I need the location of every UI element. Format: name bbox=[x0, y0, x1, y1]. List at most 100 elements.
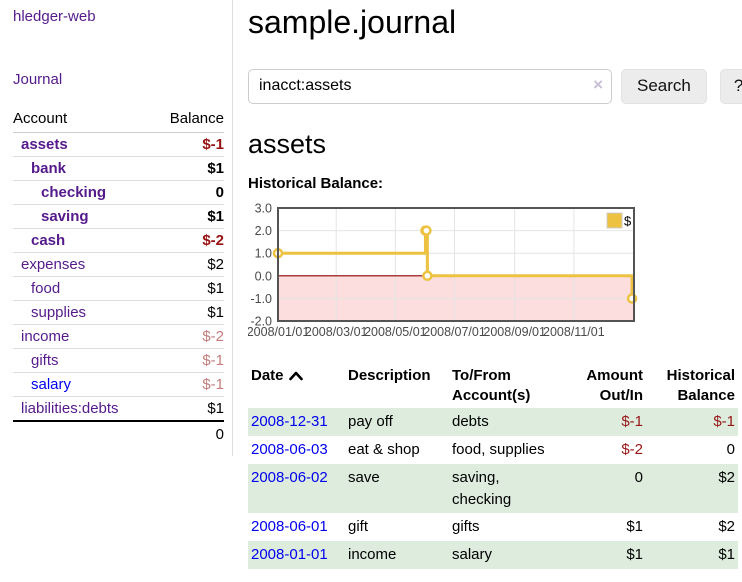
register-col-description: Description bbox=[348, 366, 431, 384]
transaction-accounts: food, supplies bbox=[452, 441, 545, 459]
transaction-date-link[interactable]: 2008-06-03 bbox=[251, 441, 328, 459]
account-row: salary $-1 bbox=[13, 372, 224, 397]
account-balance: $1 bbox=[152, 276, 224, 301]
sidebar: hledger-web Journal Account Balance asse… bbox=[0, 0, 233, 456]
transaction-date-link[interactable]: 2008-12-31 bbox=[251, 413, 328, 431]
transaction-description: save bbox=[348, 468, 380, 486]
register-header-row: Date Description To/From Account(s) bbox=[248, 364, 738, 409]
accounts-header-row: Account Balance bbox=[13, 108, 224, 133]
accounts-col-balance: Balance bbox=[152, 108, 224, 133]
transaction-balance: $-1 bbox=[713, 413, 735, 431]
account-link-food[interactable]: food bbox=[31, 280, 61, 297]
sort-ascending-icon bbox=[288, 371, 303, 381]
transaction-amount: $1 bbox=[626, 518, 643, 536]
register-col-date[interactable]: Date bbox=[248, 364, 345, 409]
transaction-amount: $-1 bbox=[621, 413, 643, 431]
transaction-date-link[interactable]: 2008-06-02 bbox=[251, 468, 328, 486]
svg-text:2008/03/01: 2008/03/01 bbox=[305, 325, 368, 339]
register-row: 2008-12-31 pay off debts $-1 $-1 bbox=[248, 408, 738, 437]
svg-text:2008/09/01: 2008/09/01 bbox=[483, 325, 546, 339]
account-link-liabilities-debts[interactable]: liabilities:debts bbox=[21, 400, 119, 417]
transaction-accounts: saving, checking bbox=[452, 468, 512, 508]
account-link-saving[interactable]: saving bbox=[41, 208, 89, 225]
svg-text:2008/11/01: 2008/11/01 bbox=[543, 325, 605, 339]
account-balance: $2 bbox=[152, 252, 224, 277]
svg-text:-2.0: -2.0 bbox=[250, 314, 272, 328]
svg-text:2008/05/01: 2008/05/01 bbox=[364, 325, 427, 339]
account-balance: $1 bbox=[152, 156, 224, 181]
account-row: expenses $2 bbox=[13, 252, 224, 277]
account-balance: $-2 bbox=[152, 228, 224, 253]
register-row: 2008-06-03 eat & shop food, supplies $-2… bbox=[248, 436, 738, 464]
register-col-amount: Amount Out/In bbox=[586, 366, 643, 405]
account-link-checking[interactable]: checking bbox=[41, 184, 107, 201]
chart-canvas: 3.0 2.0 1.0 0.0 -1.0 -2.02008/01/012008/03/01… bbox=[247, 201, 638, 339]
account-balance: $-1 bbox=[152, 348, 224, 373]
page-title: sample.journal bbox=[248, 4, 457, 40]
transaction-accounts: salary bbox=[452, 546, 493, 564]
help-button[interactable]: ? bbox=[719, 68, 742, 104]
search-form: × Search ? bbox=[248, 68, 742, 104]
account-row: assets $-1 bbox=[13, 132, 224, 157]
register-row: 2008-06-02 save saving, checking 0 $2 bbox=[248, 463, 738, 514]
account-balance: $-2 bbox=[152, 324, 224, 349]
account-balance: $1 bbox=[152, 300, 224, 325]
main-content: sample.journal × Search ? assets Histori… bbox=[233, 0, 742, 569]
clear-search-icon[interactable]: × bbox=[593, 74, 603, 94]
account-link-gifts[interactable]: gifts bbox=[31, 352, 59, 369]
account-link-bank[interactable]: bank bbox=[31, 160, 67, 177]
transaction-accounts: debts bbox=[452, 413, 489, 431]
transaction-description: pay off bbox=[348, 413, 393, 431]
account-balance: $1 bbox=[152, 204, 224, 229]
account-row: supplies $1 bbox=[13, 300, 224, 325]
account-balance: $-1 bbox=[152, 132, 224, 157]
account-link-salary[interactable]: salary bbox=[31, 376, 72, 393]
svg-text:1.0: 1.0 bbox=[255, 246, 272, 260]
account-row: checking 0 bbox=[13, 180, 224, 205]
account-row: cash $-2 bbox=[13, 228, 224, 253]
account-row: income $-2 bbox=[13, 324, 224, 349]
transaction-description: income bbox=[348, 546, 397, 564]
transaction-date-link[interactable]: 2008-06-01 bbox=[251, 518, 328, 536]
transaction-balance: $1 bbox=[718, 546, 735, 564]
page: hledger-web Journal Account Balance asse… bbox=[0, 0, 742, 569]
accounts-total: 0 bbox=[152, 420, 224, 446]
svg-text:2.0: 2.0 bbox=[255, 224, 272, 238]
register-table: Date Description To/From Account(s) bbox=[248, 364, 738, 569]
search-input[interactable] bbox=[248, 68, 612, 104]
accounts-table: Account Balance assets $-1 bank $1 check… bbox=[13, 108, 224, 446]
transaction-amount: $-2 bbox=[621, 441, 643, 459]
search-button[interactable]: Search bbox=[621, 68, 707, 104]
svg-text:0.0: 0.0 bbox=[255, 269, 272, 283]
historical-balance-chart: 3.0 2.0 1.0 0.0 -1.0 -2.0 2008/01/01 2008/03/01… bbox=[247, 199, 742, 347]
account-link-expenses[interactable]: expenses bbox=[21, 256, 86, 273]
svg-text:2008/07/01: 2008/07/01 bbox=[423, 325, 486, 339]
register-col-accounts: To/From Account(s) bbox=[452, 366, 531, 405]
account-row: liabilities:debts $1 bbox=[13, 396, 224, 422]
account-balance: $-1 bbox=[152, 372, 224, 397]
register-row: 2008-01-01 income salary $1 $1 bbox=[248, 541, 738, 569]
account-row: saving $1 bbox=[13, 204, 224, 229]
svg-text:$: $ bbox=[624, 213, 632, 228]
sidebar-item-journal[interactable]: Journal bbox=[13, 71, 63, 88]
account-row: gifts $-1 bbox=[13, 348, 224, 373]
brand-link[interactable]: hledger-web bbox=[13, 8, 96, 25]
transaction-description: gift bbox=[348, 518, 369, 536]
accounts-total-row: 0 bbox=[13, 420, 224, 446]
transaction-amount: $1 bbox=[626, 546, 643, 564]
chart-label: Historical Balance: bbox=[248, 174, 384, 192]
transaction-balance: $2 bbox=[718, 468, 735, 486]
account-heading: assets bbox=[248, 128, 327, 159]
account-link-cash[interactable]: cash bbox=[31, 232, 66, 249]
transaction-accounts: gifts bbox=[452, 518, 480, 536]
account-link-assets[interactable]: assets bbox=[21, 136, 68, 153]
svg-text:-1.0: -1.0 bbox=[250, 292, 272, 306]
account-link-income[interactable]: income bbox=[21, 328, 70, 345]
transaction-date-link[interactable]: 2008-01-01 bbox=[251, 546, 328, 564]
accounts-col-account: Account bbox=[13, 108, 153, 133]
register-col-date-label: Date bbox=[251, 366, 284, 384]
account-balance: $1 bbox=[152, 396, 224, 422]
transaction-balance: $2 bbox=[718, 518, 735, 536]
register-col-historical-balance: Historical Balance bbox=[666, 366, 735, 405]
account-link-supplies[interactable]: supplies bbox=[31, 304, 87, 321]
